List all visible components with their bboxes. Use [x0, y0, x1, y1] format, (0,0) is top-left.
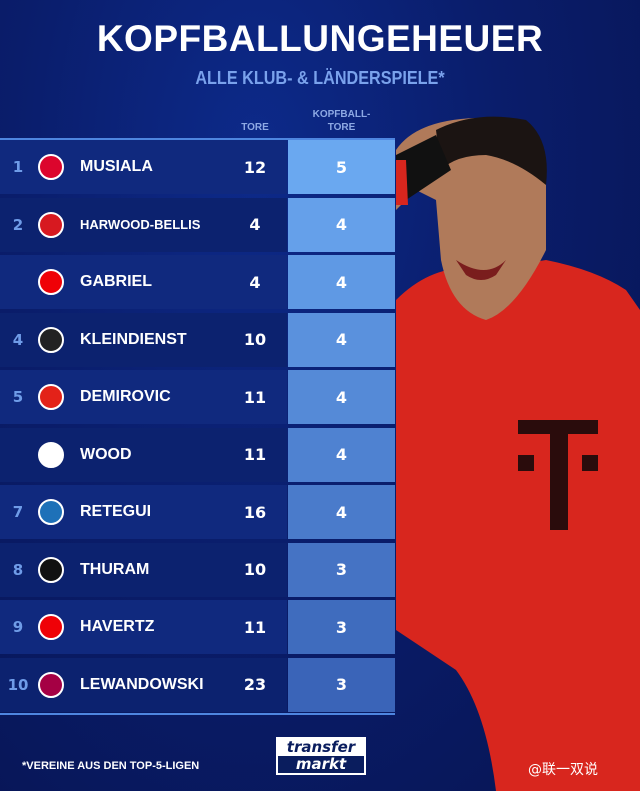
goals-value: 11	[243, 387, 267, 407]
table-row: 10 LEWANDOWSKI 23 3	[0, 657, 395, 712]
goals-value: 12	[243, 157, 267, 177]
rank: 7	[12, 503, 24, 521]
header-goals-value: 4	[288, 370, 395, 424]
table-row: WOOD 11 4	[0, 427, 395, 482]
telekom-logo	[518, 420, 598, 530]
table-bottom-divider	[0, 713, 395, 715]
club-crest-icon	[38, 614, 64, 640]
player-name: LEWANDOWSKI	[80, 675, 204, 693]
goals-value: 11	[243, 445, 267, 464]
club-crest-icon	[38, 269, 64, 295]
club-crest-icon	[38, 556, 64, 583]
header-goals-value: 4	[288, 427, 395, 482]
player-name: DEMIROVIC	[80, 388, 171, 405]
club-crest-icon	[38, 326, 64, 353]
footnote: *VEREINE AUS DEN TOP-5-LIGEN	[22, 760, 200, 772]
goals-value: 23	[243, 675, 267, 694]
rank: 10	[7, 675, 29, 694]
player-name: MUSIALA	[80, 158, 153, 175]
rank: 4	[12, 330, 24, 349]
header-goals-value: 3	[288, 600, 395, 654]
header-goals-value: 4	[288, 255, 395, 309]
goals-value: 10	[243, 560, 267, 579]
table-row: 8 THURAM 10 3	[0, 542, 395, 597]
rank: 9	[12, 618, 24, 636]
header-goals-value: 5	[288, 140, 395, 194]
header-goals-value: 4	[288, 485, 395, 539]
club-crest-icon	[38, 671, 64, 698]
page-subtitle: ALLE KLUB- & LÄNDERSPIELE*	[195, 68, 445, 88]
club-crest-icon	[38, 441, 64, 468]
player-name: WOOD	[80, 445, 132, 463]
player-name: HARWOOD-BELLIS	[80, 217, 201, 232]
kopf-header-line2: TORE	[327, 122, 356, 133]
player-photo	[396, 116, 640, 791]
goals-value: 4	[249, 272, 261, 292]
logo-line2: markt	[278, 756, 364, 773]
logo-line1: transfer	[278, 739, 364, 756]
header-goals-value: 3	[288, 542, 395, 597]
player-name: KLEINDIENST	[80, 330, 187, 348]
club-crest-icon	[38, 499, 64, 525]
player-name: RETEGUI	[80, 503, 152, 520]
club-crest-icon	[38, 154, 64, 180]
player-name: GABRIEL	[80, 273, 152, 290]
table-row: GABRIEL 4 4	[0, 255, 395, 309]
goals-value: 4	[249, 215, 261, 234]
goals-value: 16	[243, 502, 267, 522]
page-title: KOPFBALLUNGEHEUER	[96, 18, 544, 59]
transfermarkt-logo: transfer markt	[276, 737, 366, 775]
table-row: 4 KLEINDIENST 10 4	[0, 312, 395, 367]
rank: 1	[12, 158, 24, 176]
watermark: @联一双说	[528, 762, 598, 778]
table-top-divider	[0, 138, 395, 140]
header-goals-value: 4	[288, 197, 395, 252]
player-name: HAVERTZ	[80, 618, 155, 635]
column-header-kopfball: KOPFBALL- TORE	[288, 108, 395, 134]
table-row: 2 HARWOOD-BELLIS 4 4	[0, 197, 395, 252]
table-row: 5 DEMIROVIC 11 4	[0, 370, 395, 424]
club-crest-icon	[38, 384, 64, 410]
rank: 5	[12, 388, 24, 406]
club-crest-icon	[38, 211, 64, 238]
header-goals-value: 4	[288, 312, 395, 367]
goals-value: 10	[243, 330, 267, 349]
rank: 8	[12, 560, 24, 579]
table-row: 1 MUSIALA 12 5	[0, 140, 395, 194]
table-row: 7 RETEGUI 16 4	[0, 485, 395, 539]
table-row: 9 HAVERTZ 11 3	[0, 600, 395, 654]
kopf-header-line1: KOPFBALL-	[312, 109, 371, 120]
goals-value: 11	[243, 617, 267, 637]
header-goals-value: 3	[288, 657, 395, 712]
column-header-tore: TORE	[241, 122, 269, 133]
player-name: THURAM	[80, 560, 150, 578]
rank: 2	[12, 215, 24, 234]
